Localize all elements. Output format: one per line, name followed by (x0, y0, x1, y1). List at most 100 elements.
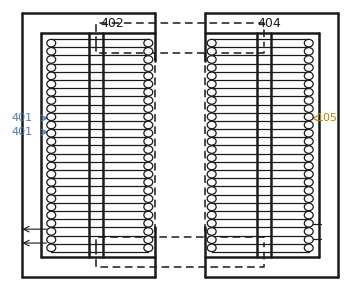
Ellipse shape (207, 146, 216, 153)
Ellipse shape (144, 64, 153, 71)
Ellipse shape (144, 171, 153, 178)
Ellipse shape (47, 236, 56, 243)
Ellipse shape (304, 129, 313, 137)
Ellipse shape (304, 97, 313, 104)
Ellipse shape (207, 48, 216, 55)
Ellipse shape (144, 121, 153, 129)
Ellipse shape (144, 187, 153, 194)
Ellipse shape (144, 228, 153, 235)
Ellipse shape (207, 187, 216, 194)
Ellipse shape (47, 195, 56, 203)
Ellipse shape (207, 179, 216, 186)
Ellipse shape (47, 146, 56, 153)
Ellipse shape (47, 211, 56, 219)
Ellipse shape (304, 228, 313, 235)
Ellipse shape (304, 179, 313, 186)
Ellipse shape (207, 97, 216, 104)
Ellipse shape (207, 154, 216, 162)
Ellipse shape (207, 236, 216, 243)
Ellipse shape (144, 220, 153, 227)
Ellipse shape (47, 154, 56, 162)
Ellipse shape (207, 228, 216, 235)
Ellipse shape (207, 220, 216, 227)
Ellipse shape (144, 244, 153, 252)
Text: 401: 401 (12, 127, 33, 137)
Ellipse shape (304, 244, 313, 252)
Ellipse shape (207, 80, 216, 88)
Ellipse shape (144, 72, 153, 80)
Ellipse shape (47, 228, 56, 235)
Ellipse shape (207, 64, 216, 71)
Ellipse shape (207, 129, 216, 137)
Text: 105: 105 (317, 113, 338, 123)
Ellipse shape (207, 171, 216, 178)
Ellipse shape (304, 113, 313, 121)
Text: 402: 402 (101, 17, 125, 30)
Ellipse shape (144, 129, 153, 137)
Ellipse shape (207, 244, 216, 252)
Ellipse shape (47, 129, 56, 137)
Ellipse shape (207, 162, 216, 170)
Text: 404: 404 (257, 17, 281, 30)
Ellipse shape (47, 138, 56, 145)
Ellipse shape (144, 195, 153, 203)
Ellipse shape (144, 236, 153, 243)
Ellipse shape (207, 88, 216, 96)
Ellipse shape (47, 244, 56, 252)
Ellipse shape (47, 179, 56, 186)
Ellipse shape (144, 56, 153, 63)
Ellipse shape (304, 64, 313, 71)
Ellipse shape (47, 203, 56, 211)
Ellipse shape (304, 171, 313, 178)
Ellipse shape (304, 138, 313, 145)
Ellipse shape (304, 203, 313, 211)
Ellipse shape (144, 80, 153, 88)
Ellipse shape (144, 154, 153, 162)
Ellipse shape (304, 195, 313, 203)
Ellipse shape (47, 121, 56, 129)
Ellipse shape (304, 105, 313, 112)
Ellipse shape (144, 162, 153, 170)
Ellipse shape (207, 113, 216, 121)
Ellipse shape (207, 105, 216, 112)
Ellipse shape (304, 88, 313, 96)
Ellipse shape (304, 39, 313, 47)
Ellipse shape (144, 97, 153, 104)
Ellipse shape (144, 203, 153, 211)
Ellipse shape (304, 187, 313, 194)
Ellipse shape (304, 121, 313, 129)
Ellipse shape (207, 195, 216, 203)
Text: 401: 401 (12, 113, 33, 123)
Ellipse shape (144, 105, 153, 112)
Ellipse shape (47, 88, 56, 96)
Ellipse shape (304, 80, 313, 88)
Ellipse shape (144, 48, 153, 55)
Ellipse shape (304, 72, 313, 80)
Ellipse shape (304, 220, 313, 227)
Ellipse shape (304, 56, 313, 63)
Ellipse shape (304, 146, 313, 153)
Ellipse shape (304, 162, 313, 170)
Ellipse shape (207, 138, 216, 145)
Ellipse shape (304, 48, 313, 55)
Ellipse shape (207, 211, 216, 219)
Ellipse shape (47, 220, 56, 227)
Ellipse shape (207, 203, 216, 211)
Ellipse shape (207, 39, 216, 47)
Ellipse shape (47, 97, 56, 104)
Ellipse shape (144, 211, 153, 219)
Ellipse shape (47, 105, 56, 112)
Ellipse shape (47, 171, 56, 178)
Ellipse shape (207, 72, 216, 80)
Ellipse shape (47, 162, 56, 170)
Ellipse shape (47, 56, 56, 63)
Ellipse shape (47, 48, 56, 55)
Ellipse shape (47, 64, 56, 71)
Ellipse shape (144, 179, 153, 186)
Ellipse shape (144, 146, 153, 153)
Ellipse shape (47, 39, 56, 47)
Ellipse shape (304, 236, 313, 243)
Ellipse shape (47, 113, 56, 121)
Ellipse shape (144, 88, 153, 96)
Ellipse shape (144, 138, 153, 145)
